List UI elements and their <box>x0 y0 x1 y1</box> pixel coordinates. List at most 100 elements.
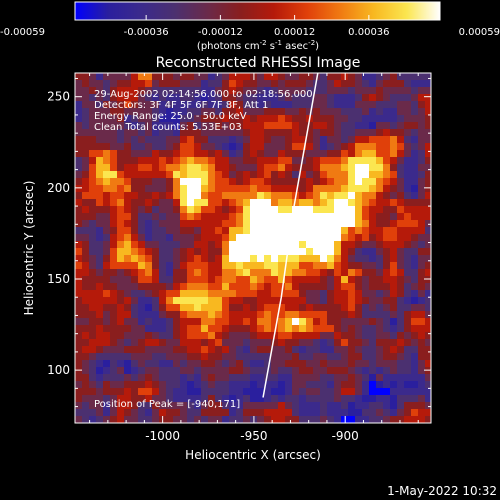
heatmap-cell <box>173 94 181 102</box>
heatmap-cell <box>411 367 419 375</box>
heatmap-cell <box>110 94 118 102</box>
heatmap-cell <box>250 171 258 179</box>
heatmap-cell <box>187 129 195 137</box>
heatmap-cell <box>362 332 370 340</box>
heatmap-cell <box>292 150 300 158</box>
heatmap-cell <box>89 339 97 347</box>
heatmap-cell <box>89 269 97 277</box>
heatmap-cell <box>173 346 181 354</box>
heatmap-cell <box>369 381 377 389</box>
heatmap-cell <box>348 178 356 186</box>
heatmap-cell <box>404 241 412 249</box>
heatmap-cell <box>278 409 286 417</box>
heatmap-cell <box>131 227 139 235</box>
heatmap-cell <box>180 101 188 109</box>
heatmap-cell <box>103 143 111 151</box>
heatmap-cell <box>285 143 293 151</box>
heatmap-cell <box>250 381 258 389</box>
heatmap-cell <box>341 297 349 305</box>
heatmap-cell <box>229 381 237 389</box>
heatmap-cell <box>110 353 118 361</box>
heatmap-cell <box>397 262 405 270</box>
heatmap-cell <box>96 318 104 326</box>
heatmap-cell <box>306 234 314 242</box>
heatmap-cell <box>201 290 209 298</box>
heatmap-cell <box>376 388 384 396</box>
heatmap-cell <box>173 381 181 389</box>
heatmap-cell <box>362 367 370 375</box>
heatmap-cell <box>292 227 300 235</box>
heatmap-cell <box>103 213 111 221</box>
heatmap-cell <box>187 206 195 214</box>
heatmap-cell <box>236 381 244 389</box>
heatmap-cell <box>173 416 181 423</box>
heatmap-cell <box>411 94 419 102</box>
heatmap-cell <box>75 269 83 277</box>
solar-limb-line <box>262 73 319 398</box>
heatmap-cell <box>96 129 104 137</box>
heatmap-cell <box>110 80 118 88</box>
heatmap-cell <box>376 164 384 172</box>
heatmap-cell <box>327 129 335 137</box>
heatmap-cell <box>383 248 391 256</box>
heatmap-cell <box>187 276 195 284</box>
heatmap-cell <box>299 388 307 396</box>
heatmap-cell <box>390 339 398 347</box>
heatmap-cell <box>166 213 174 221</box>
heatmap-cell <box>110 388 118 396</box>
heatmap-cell <box>257 367 265 375</box>
heatmap-cell <box>145 164 153 172</box>
heatmap-cell <box>131 395 139 403</box>
heatmap-cell <box>131 157 139 165</box>
heatmap-cell <box>117 255 125 263</box>
heatmap-cell <box>96 234 104 242</box>
heatmap-cell <box>306 283 314 291</box>
heatmap-cell <box>250 122 258 130</box>
heatmap-cell <box>362 150 370 158</box>
heatmap-cell <box>320 276 328 284</box>
heatmap-cell <box>334 73 342 81</box>
heatmap-cell <box>89 276 97 284</box>
heatmap-cell <box>215 416 223 423</box>
heatmap-cell <box>348 339 356 347</box>
heatmap-cell <box>320 150 328 158</box>
heatmap-cell <box>243 213 251 221</box>
heatmap-cell <box>152 143 160 151</box>
heatmap-cell <box>341 178 349 186</box>
heatmap-cell <box>425 332 431 340</box>
heatmap-cell <box>117 80 125 88</box>
heatmap-cell <box>362 374 370 382</box>
heatmap-cell <box>96 80 104 88</box>
heatmap-cell <box>201 94 209 102</box>
heatmap-cell <box>334 255 342 263</box>
heatmap-cell <box>369 304 377 312</box>
heatmap-cell <box>187 178 195 186</box>
heatmap-cell <box>138 136 146 144</box>
heatmap-cell <box>306 269 314 277</box>
heatmap-cell <box>313 304 321 312</box>
heatmap-cell <box>82 325 90 333</box>
heatmap-cell <box>173 332 181 340</box>
heatmap-cell <box>369 388 377 396</box>
heatmap-cell <box>208 199 216 207</box>
heatmap-cell <box>397 374 405 382</box>
heatmap-cell <box>264 94 272 102</box>
heatmap-cell <box>103 325 111 333</box>
heatmap-cell <box>334 185 342 193</box>
heatmap-cell <box>313 283 321 291</box>
heatmap-cell <box>306 178 314 186</box>
heatmap-cell <box>250 318 258 326</box>
heatmap-cell <box>306 381 314 389</box>
heatmap-cell <box>103 332 111 340</box>
heatmap-cell <box>376 73 384 81</box>
heatmap-cell <box>145 353 153 361</box>
heatmap-cell <box>404 227 412 235</box>
heatmap-cell <box>243 360 251 368</box>
heatmap-cell <box>362 339 370 347</box>
heatmap-cell <box>96 171 104 179</box>
heatmap-cell <box>215 115 223 123</box>
heatmap-cell <box>138 220 146 228</box>
heatmap-cell <box>418 339 426 347</box>
heatmap-cell <box>187 241 195 249</box>
heatmap-cell <box>404 255 412 263</box>
